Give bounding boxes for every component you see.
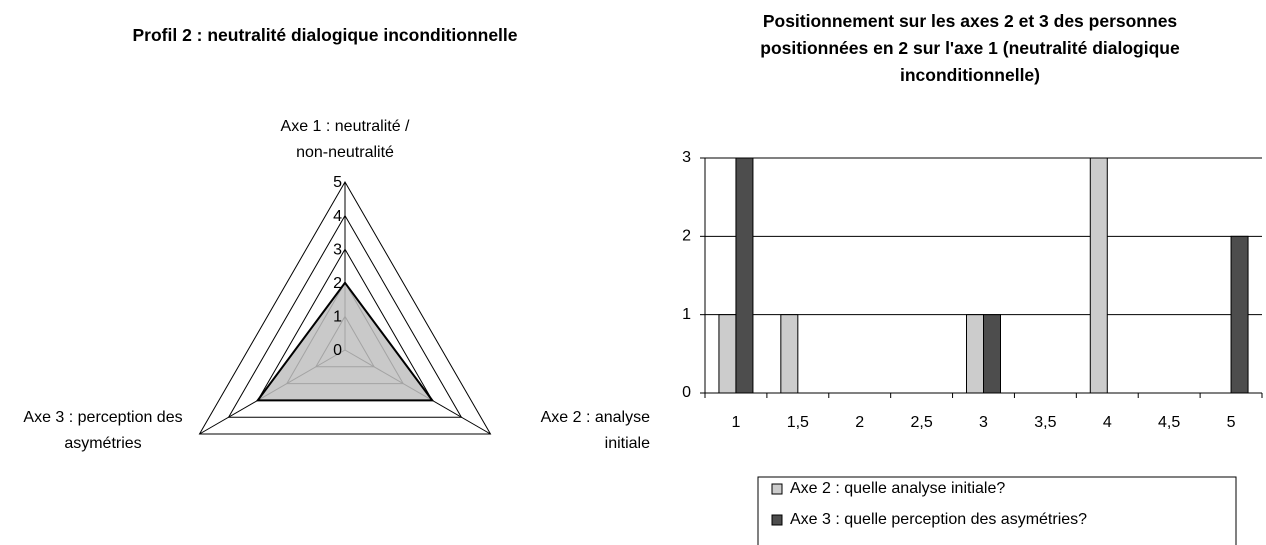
tick-label: 4 [333, 208, 342, 225]
y-tick-label: 2 [682, 228, 691, 245]
x-tick-label: 4,5 [1158, 414, 1180, 431]
bar [966, 314, 984, 394]
bar [718, 314, 737, 394]
y-tick-label: 0 [682, 384, 691, 401]
x-tick-label: 2,5 [910, 414, 932, 431]
x-tick-label: 3 [979, 414, 988, 431]
radar-title: Profil 2 : neutralité dialogique incondi… [132, 25, 518, 45]
legend-swatch [771, 514, 783, 526]
legend-box [757, 476, 1237, 545]
grid-ring [227, 214, 463, 418]
bar [735, 157, 754, 394]
bar [1089, 157, 1108, 394]
tick-label: 2 [333, 275, 342, 292]
tick-label: 3 [333, 241, 342, 258]
tick-label: 1 [333, 309, 342, 326]
x-tick-label: 5 [1227, 414, 1236, 431]
legend-label: Axe 3 : quelle perception des asymétries… [790, 511, 1087, 528]
axis-label: Axe 1 : neutralité / non-neutralité [280, 118, 410, 161]
x-tick-label: 3,5 [1034, 414, 1056, 431]
y-tick-label: 1 [682, 306, 691, 323]
bar [780, 314, 799, 394]
axis-label: Axe 2 : analyse initiale [540, 409, 650, 452]
grid-ring [198, 181, 492, 435]
bar [1230, 235, 1249, 394]
legend-swatch [771, 483, 783, 495]
bar-title: Positionnement sur les axes 2 et 3 des p… [760, 11, 1180, 85]
x-tick-label: 4 [1103, 414, 1112, 431]
y-tick-label: 3 [682, 149, 691, 166]
tick-label: 0 [333, 342, 342, 359]
x-tick-label: 1 [731, 414, 740, 431]
legend-label: Axe 2 : quelle analyse initiale? [790, 480, 1005, 497]
x-tick-label: 2 [855, 414, 864, 431]
x-tick-label: 1,5 [787, 414, 809, 431]
axis-label: Axe 3 : perception des asymétries [23, 409, 183, 452]
bar [983, 314, 1001, 394]
tick-label: 5 [333, 174, 342, 191]
radar-area [255, 281, 435, 402]
